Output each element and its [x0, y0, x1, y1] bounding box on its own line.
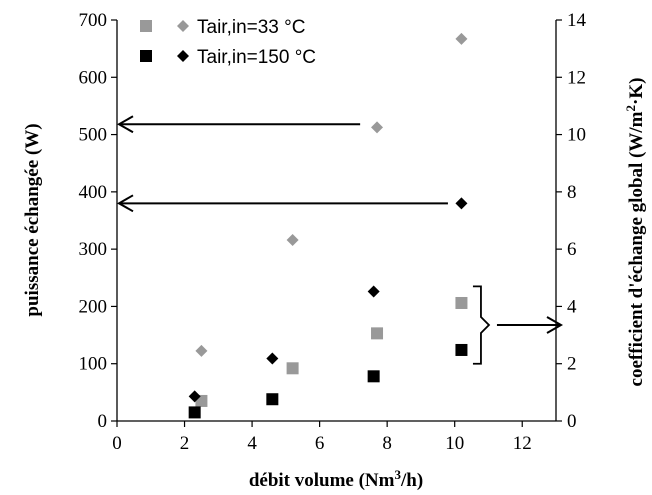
y2-axis-title: coefficient d'échange global (W/m2·K)	[623, 78, 648, 387]
annotations	[116, 115, 564, 365]
x-axis-title: débit volume (Nm3/h)	[249, 467, 423, 492]
markers	[188, 32, 468, 419]
ticks: 0 2 4 6 8 10 12 0 100 200 300 400 500 600 700 0 2 4 6 8 10 12…	[79, 10, 587, 454]
annotation-brace	[472, 285, 491, 365]
y2-tick-label: 12	[567, 67, 586, 88]
axes	[116, 20, 557, 422]
data-point-diamond	[455, 197, 468, 210]
y-tick-label: 700	[79, 10, 108, 31]
data-point-square	[371, 327, 384, 340]
y-tick-label: 400	[79, 182, 108, 203]
x-tick-label: 8	[382, 433, 392, 454]
annotation-arrow-head	[116, 115, 134, 134]
x-tick-label: 0	[112, 433, 122, 454]
y2-tick-label: 6	[567, 239, 577, 260]
annotation-arrow-head	[116, 194, 134, 213]
y-tick-label: 0	[98, 411, 108, 432]
y2-tick-label: 2	[567, 354, 577, 375]
legend-diamond-marker	[177, 50, 189, 62]
data-point-diamond	[188, 390, 201, 403]
data-point-square	[266, 393, 279, 406]
data-point-diamond	[371, 121, 384, 134]
x-tick-label: 4	[247, 433, 257, 454]
data-point-diamond	[367, 285, 380, 298]
data-point-square	[455, 343, 468, 356]
legend: Tair,in=33 °C Tair,in=150 °C	[140, 17, 316, 68]
y-tick-label: 200	[79, 296, 108, 317]
legend-square-marker	[140, 50, 152, 62]
data-point-diamond	[455, 32, 468, 45]
x-tick-label: 10	[445, 433, 464, 454]
y2-tick-label: 8	[567, 182, 577, 203]
x-tick-label: 6	[315, 433, 325, 454]
data-point-square	[367, 370, 380, 383]
y-tick-label: 500	[79, 125, 108, 146]
data-point-diamond	[286, 233, 299, 246]
data-point-square	[286, 362, 299, 375]
y2-tick-label: 4	[567, 296, 577, 317]
y-axis-title: puissance échangée (W)	[22, 123, 43, 316]
y-tick-label: 100	[79, 354, 108, 375]
y2-tick-label: 10	[567, 125, 586, 146]
y-tick-label: 600	[79, 67, 108, 88]
x-tick-label: 2	[180, 433, 190, 454]
data-point-diamond	[195, 344, 208, 357]
y2-tick-label: 14	[567, 10, 587, 31]
legend-label: Tair,in=150 °C	[197, 47, 316, 68]
legend-square-marker	[140, 20, 152, 32]
x-tick-label: 12	[513, 433, 532, 454]
y2-tick-label: 0	[567, 411, 577, 432]
data-point-square	[188, 406, 201, 419]
data-point-diamond	[266, 352, 279, 365]
annotation-arrow-head	[546, 316, 564, 334]
y-tick-label: 300	[79, 239, 108, 260]
legend-label: Tair,in=33 °C	[197, 17, 305, 38]
data-point-square	[455, 296, 468, 309]
legend-diamond-marker	[177, 20, 189, 32]
